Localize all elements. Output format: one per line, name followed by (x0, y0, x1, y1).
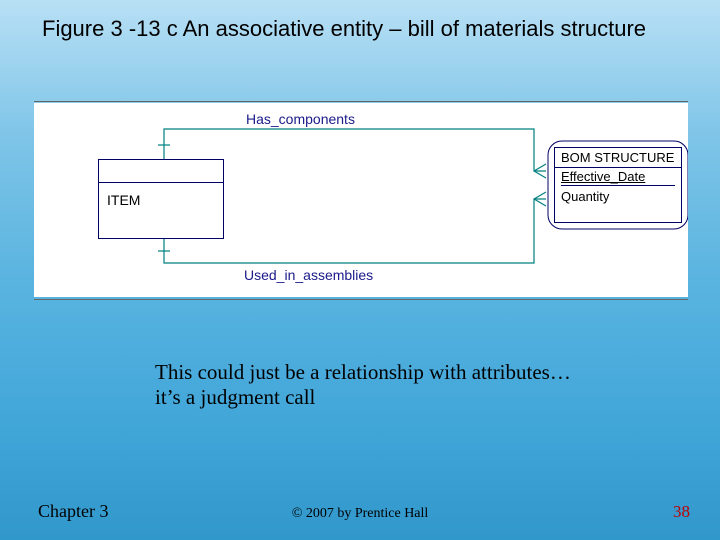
separator-top (34, 101, 688, 102)
bom-attr-underline-sep (561, 185, 675, 186)
footer-copyright: © 2007 by Prentice Hall (0, 506, 720, 522)
separator-bottom (34, 299, 688, 300)
bom-attr-quantity: Quantity (555, 188, 681, 205)
figure-title: Figure 3 -13 c An associative entity – b… (42, 16, 700, 42)
entity-bom-title: BOM STRUCTURE (555, 148, 681, 168)
entity-item-label: ITEM (107, 192, 140, 208)
rel-has-components-label: Has_components (246, 111, 355, 127)
entity-item-separator (99, 182, 223, 183)
entity-item: ITEM (98, 159, 224, 239)
slide-caption: This could just be a relationship with a… (155, 360, 575, 410)
rel-used-in-assemblies-label: Used_in_assemblies (244, 267, 373, 283)
footer-page-number: 38 (673, 502, 690, 522)
diagram-canvas: ITEM Has_components Used_in_assemblies B… (34, 103, 688, 297)
entity-bom-structure: BOM STRUCTURE Effective_Date Quantity (554, 147, 682, 223)
bom-attr-effective-date: Effective_Date (555, 168, 681, 185)
